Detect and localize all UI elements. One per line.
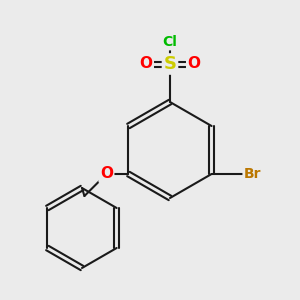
Text: O: O	[140, 56, 152, 71]
Text: O: O	[188, 56, 200, 71]
Text: Cl: Cl	[163, 35, 177, 49]
Text: Br: Br	[244, 167, 261, 181]
Text: O: O	[100, 167, 113, 182]
Text: S: S	[164, 55, 176, 73]
